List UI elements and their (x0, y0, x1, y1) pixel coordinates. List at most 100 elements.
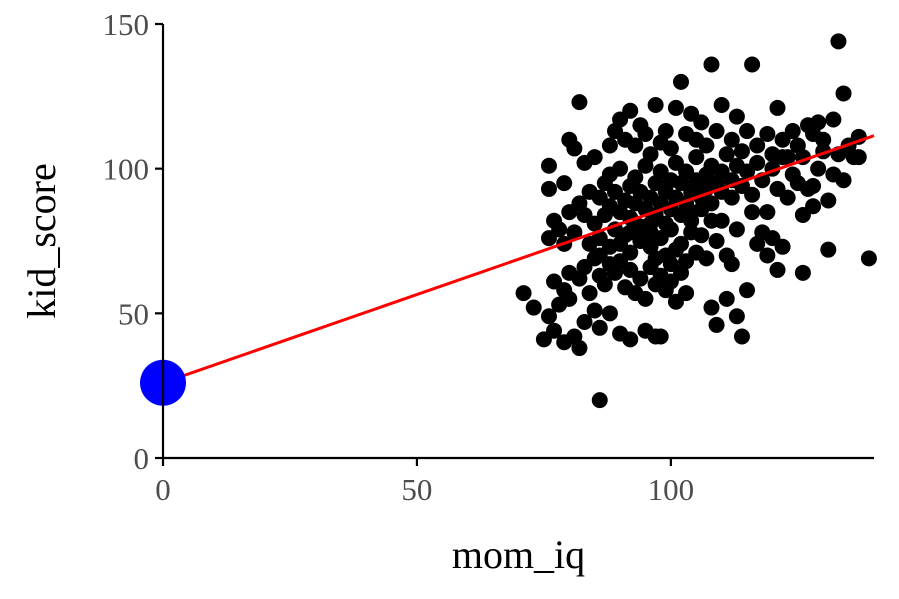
data-point (546, 322, 563, 339)
data-point (713, 97, 730, 114)
x-axis-title: mom_iq (452, 532, 585, 577)
data-point (784, 123, 801, 140)
data-point (769, 99, 786, 116)
data-point (657, 123, 674, 140)
data-point (718, 146, 735, 163)
data-point (622, 102, 639, 119)
data-point (601, 137, 618, 154)
data-point (576, 314, 593, 331)
data-point (637, 290, 654, 307)
data-point (708, 233, 725, 249)
y-tick-label: 0 (134, 441, 150, 476)
data-point (642, 146, 659, 163)
data-point (622, 331, 639, 348)
data-point (794, 264, 811, 281)
data-point (718, 290, 735, 307)
data-point (830, 33, 847, 50)
data-point (581, 235, 598, 252)
y-tick-label: 50 (118, 296, 149, 331)
data-point (525, 299, 542, 316)
data-point (581, 285, 598, 302)
data-point (571, 94, 588, 111)
data-point (678, 285, 695, 302)
data-point (556, 282, 573, 299)
data-point (540, 180, 557, 197)
data-point (662, 140, 679, 157)
data-point (820, 241, 837, 258)
data-point (835, 85, 852, 102)
data-point (662, 256, 679, 273)
data-point (744, 186, 761, 203)
data-point (662, 221, 679, 238)
data-point (627, 169, 644, 186)
data-point (693, 227, 710, 244)
data-point (749, 154, 766, 171)
data-point (759, 247, 776, 264)
data-point (728, 221, 745, 238)
data-point (571, 340, 588, 357)
data-point (703, 299, 720, 316)
data-point (764, 230, 781, 247)
data-point (779, 189, 796, 206)
data-point (779, 149, 796, 166)
data-point (632, 270, 649, 287)
data-point (733, 143, 750, 160)
data-point (744, 204, 761, 221)
y-tick-label: 150 (103, 7, 150, 42)
data-point (647, 250, 664, 267)
data-point (551, 221, 568, 238)
data-point (723, 256, 740, 273)
data-point (810, 114, 827, 131)
y-axis-ticks: 0 50 100 150 (103, 7, 163, 476)
data-point (708, 123, 725, 140)
data-point (835, 172, 852, 189)
data-point (647, 97, 664, 114)
data-point (591, 392, 608, 409)
data-point (739, 282, 756, 299)
data-point (825, 111, 842, 128)
data-point (627, 137, 644, 154)
data-point (703, 195, 720, 212)
data-point (810, 160, 827, 177)
y-axis-title: kid_score (19, 163, 64, 319)
data-point (596, 276, 613, 293)
data-point (769, 261, 786, 278)
data-point (749, 137, 766, 154)
data-point (703, 56, 720, 73)
x-tick-label: 100 (648, 472, 695, 507)
data-point (723, 189, 740, 206)
data-point (728, 308, 745, 325)
data-point (698, 250, 715, 267)
y-tick-label: 100 (103, 152, 150, 187)
data-point (759, 125, 776, 142)
data-point (515, 285, 532, 302)
data-point (642, 215, 659, 232)
data-point (667, 99, 684, 116)
data-point (673, 73, 690, 90)
data-point (850, 149, 867, 166)
data-point (566, 224, 583, 241)
data-point (591, 319, 608, 336)
data-point (556, 175, 573, 192)
data-point (693, 114, 710, 131)
data-point (860, 250, 877, 267)
data-point (815, 131, 832, 148)
data-point (703, 212, 720, 229)
data-point (622, 224, 639, 241)
data-point (794, 206, 811, 223)
data-point (612, 160, 629, 177)
data-point (622, 244, 639, 261)
data-points (515, 33, 877, 409)
data-point (688, 149, 705, 166)
data-point (586, 302, 603, 319)
data-point (805, 178, 822, 195)
data-point (733, 328, 750, 345)
data-point (566, 140, 583, 157)
x-tick-label: 50 (401, 472, 432, 507)
x-tick-label: 0 (155, 472, 171, 507)
data-point (652, 328, 669, 345)
data-point (586, 149, 603, 166)
data-point (764, 146, 781, 163)
data-point (698, 137, 715, 154)
